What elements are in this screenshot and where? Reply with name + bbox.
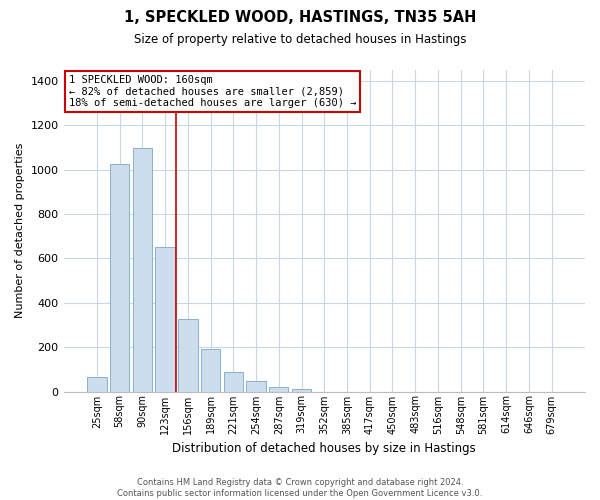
Bar bbox=[178, 320, 197, 392]
Bar bbox=[110, 164, 130, 392]
Text: Size of property relative to detached houses in Hastings: Size of property relative to detached ho… bbox=[134, 32, 466, 46]
Bar bbox=[87, 377, 107, 392]
Text: 1, SPECKLED WOOD, HASTINGS, TN35 5AH: 1, SPECKLED WOOD, HASTINGS, TN35 5AH bbox=[124, 10, 476, 25]
Bar bbox=[133, 148, 152, 392]
Text: 1 SPECKLED WOOD: 160sqm
← 82% of detached houses are smaller (2,859)
18% of semi: 1 SPECKLED WOOD: 160sqm ← 82% of detache… bbox=[69, 75, 356, 108]
Text: Contains HM Land Registry data © Crown copyright and database right 2024.
Contai: Contains HM Land Registry data © Crown c… bbox=[118, 478, 482, 498]
Bar bbox=[155, 248, 175, 392]
Bar bbox=[292, 389, 311, 392]
Bar bbox=[224, 372, 243, 392]
Bar bbox=[247, 381, 266, 392]
Bar bbox=[201, 350, 220, 392]
X-axis label: Distribution of detached houses by size in Hastings: Distribution of detached houses by size … bbox=[172, 442, 476, 455]
Bar bbox=[269, 386, 289, 392]
Y-axis label: Number of detached properties: Number of detached properties bbox=[15, 143, 25, 318]
